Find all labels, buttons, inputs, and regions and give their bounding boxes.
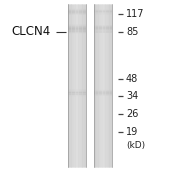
Text: 85: 85 xyxy=(126,26,138,37)
Bar xyxy=(94,27,112,28)
Bar xyxy=(68,89,86,90)
Bar xyxy=(94,90,112,91)
Bar xyxy=(94,14,112,15)
Bar xyxy=(94,9,112,10)
Bar xyxy=(68,30,86,31)
Bar xyxy=(68,14,86,15)
Text: 48: 48 xyxy=(126,74,138,84)
Bar xyxy=(94,94,112,95)
Bar xyxy=(68,29,86,30)
Bar xyxy=(68,90,86,91)
Bar xyxy=(94,25,112,26)
Bar xyxy=(68,12,86,13)
Bar xyxy=(68,90,86,91)
Bar xyxy=(68,91,86,92)
Text: (kD): (kD) xyxy=(126,141,145,150)
Bar xyxy=(94,9,112,10)
Bar xyxy=(68,92,86,93)
Bar xyxy=(68,29,86,30)
Bar xyxy=(94,93,112,94)
Text: 26: 26 xyxy=(126,109,138,119)
Bar xyxy=(68,26,86,27)
Bar xyxy=(94,13,112,14)
Bar xyxy=(68,11,86,12)
Bar xyxy=(94,26,112,27)
Bar xyxy=(68,14,86,15)
Bar xyxy=(94,30,112,31)
Bar xyxy=(68,27,86,28)
Bar xyxy=(94,10,112,11)
Bar xyxy=(68,89,86,90)
Text: 117: 117 xyxy=(126,9,145,19)
Bar xyxy=(68,30,86,31)
Bar xyxy=(94,28,112,29)
Bar xyxy=(94,29,112,30)
Text: 34: 34 xyxy=(126,91,138,101)
Bar xyxy=(68,95,86,96)
Text: CLCN4: CLCN4 xyxy=(12,25,51,38)
Bar xyxy=(68,93,86,94)
Bar xyxy=(68,24,86,25)
Bar xyxy=(94,14,112,15)
Bar xyxy=(68,27,86,28)
Bar xyxy=(68,12,86,13)
Bar xyxy=(94,95,112,96)
Bar xyxy=(94,91,112,92)
Bar xyxy=(94,11,112,12)
Bar xyxy=(94,12,112,13)
Bar xyxy=(68,92,86,93)
Bar xyxy=(94,30,112,31)
Bar xyxy=(68,96,86,97)
Bar xyxy=(94,89,112,90)
Bar xyxy=(94,28,112,29)
Bar xyxy=(68,25,86,26)
Bar xyxy=(94,26,112,27)
Bar xyxy=(94,93,112,94)
Text: 19: 19 xyxy=(126,127,138,137)
Bar xyxy=(94,94,112,95)
Bar xyxy=(68,91,86,92)
Bar xyxy=(94,92,112,93)
Bar xyxy=(68,94,86,95)
Bar xyxy=(68,10,86,11)
Bar xyxy=(68,31,86,32)
Bar xyxy=(68,10,86,11)
Bar xyxy=(68,28,86,29)
Bar xyxy=(68,94,86,95)
Bar xyxy=(94,91,112,92)
Bar xyxy=(68,9,86,10)
Bar xyxy=(68,8,86,9)
Bar xyxy=(68,24,86,25)
Bar xyxy=(94,95,112,96)
